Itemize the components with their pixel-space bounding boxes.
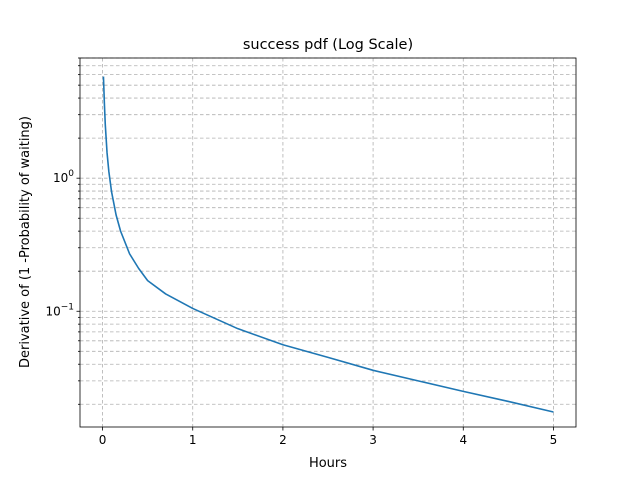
x-tick-label: 4: [459, 433, 467, 447]
plot-frame: [79, 57, 577, 428]
x-tick-label: 3: [369, 433, 377, 447]
y-tick-label: 100: [53, 169, 74, 185]
y-axis-label: Derivative of (1 -Probability of waiting…: [18, 116, 33, 368]
y-axis: 10−1 100: [45, 57, 80, 405]
x-tick-label: 1: [189, 433, 197, 447]
series-layer: [102, 76, 554, 413]
x-tick-label: 2: [279, 433, 287, 447]
grid-layer: [80, 57, 576, 427]
x-axis: 0 1 2 3 4 5: [99, 427, 558, 447]
x-axis-label: Hours: [309, 456, 347, 471]
chart-title: success pdf (Log Scale): [243, 37, 413, 53]
x-tick-label: 5: [550, 433, 558, 447]
y-tick-label: 10−1: [45, 302, 74, 318]
series-line: [102, 76, 554, 413]
x-tick-label: 0: [99, 433, 107, 447]
